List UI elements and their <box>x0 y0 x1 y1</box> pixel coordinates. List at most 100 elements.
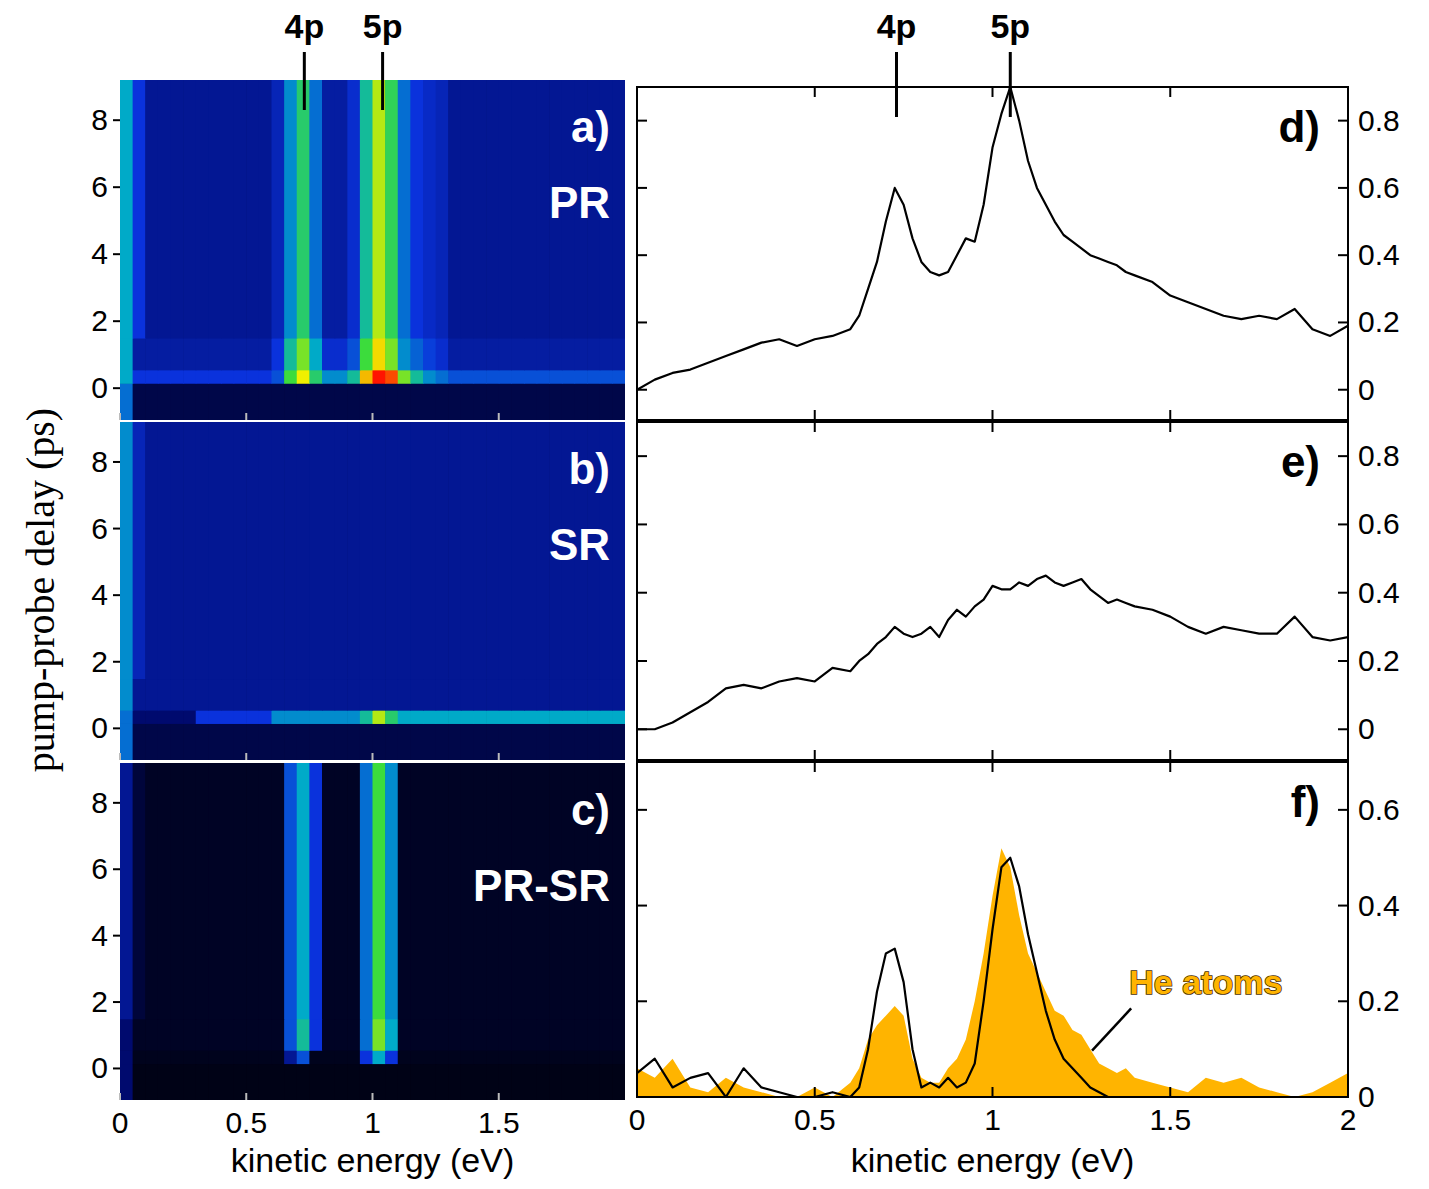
heat-cell <box>562 710 575 724</box>
heat-cell <box>335 80 348 339</box>
heat-cell <box>524 1063 537 1100</box>
heat-cell <box>196 80 209 339</box>
heat-cell <box>183 763 196 1019</box>
heat-cell <box>436 422 449 679</box>
heat-cell <box>259 763 272 1019</box>
x-tick <box>245 413 247 420</box>
heat-cell <box>309 383 322 420</box>
x-tick <box>636 762 638 772</box>
y-tick-label: 2 <box>91 304 108 337</box>
heat-cell <box>499 710 512 724</box>
x-tick-label: 0.5 <box>794 1103 836 1136</box>
x-tick <box>814 750 816 760</box>
x-tick <box>992 422 994 432</box>
heat-cell <box>373 678 386 710</box>
plot-background <box>120 80 625 420</box>
heat-cell <box>120 763 133 1019</box>
y-tick <box>637 120 647 122</box>
plot-frame <box>637 422 1348 760</box>
heat-cell <box>423 1050 436 1064</box>
heat-cell <box>461 1019 474 1051</box>
heat-cell <box>133 1019 146 1051</box>
series-label: He atoms <box>1129 963 1282 1001</box>
heat-cell <box>133 80 146 339</box>
heat-cell <box>562 1063 575 1100</box>
heat-cell <box>398 1063 411 1100</box>
x-tick <box>636 750 638 760</box>
x-tick <box>498 1093 500 1100</box>
heat-cell <box>246 710 259 724</box>
y-tick-label: 0 <box>1358 373 1375 406</box>
heat-cell <box>612 710 625 724</box>
heat-cell <box>562 1050 575 1064</box>
heat-cell <box>461 678 474 710</box>
y-tick-label: 0.2 <box>1358 305 1400 338</box>
heat-cell <box>448 1063 461 1100</box>
heat-cell <box>385 763 398 1019</box>
heat-cell <box>208 678 221 710</box>
heat-cell <box>537 422 550 679</box>
x-tick-label: 2 <box>1340 1103 1357 1136</box>
heat-cell <box>511 1019 524 1051</box>
heat-cell <box>309 422 322 679</box>
x-tick <box>245 753 247 760</box>
heat-cell <box>297 338 310 370</box>
marker-label: 4p <box>284 7 324 45</box>
marker-line <box>303 52 306 110</box>
heat-cell <box>133 383 146 420</box>
heat-cell <box>234 1019 247 1051</box>
heat-cell <box>284 1019 297 1051</box>
heat-cell <box>158 763 171 1019</box>
heat-cell <box>347 1050 360 1064</box>
y-tick-label: 0.2 <box>1358 644 1400 677</box>
heat-cell <box>398 338 411 370</box>
heat-cell <box>575 723 588 760</box>
heat-cell <box>373 1063 386 1100</box>
heat-cell <box>448 1019 461 1051</box>
heat-cell <box>612 1019 625 1051</box>
heat-cell <box>486 1050 499 1064</box>
heat-cell <box>208 80 221 339</box>
heat-cell <box>246 80 259 339</box>
heat-cell <box>335 1050 348 1064</box>
heat-cell <box>461 1063 474 1100</box>
heat-cell <box>120 1050 133 1064</box>
heat-cell <box>120 383 133 420</box>
heat-cell <box>612 370 625 384</box>
heat-cell <box>120 723 133 760</box>
y-tick <box>637 592 647 594</box>
x-tick <box>372 1093 374 1100</box>
heat-cell <box>259 723 272 760</box>
x-tick-label: 0.5 <box>225 1106 267 1139</box>
heat-cell <box>511 338 524 370</box>
heat-cell <box>511 422 524 679</box>
y-tick <box>1338 389 1348 391</box>
y-tick-label: 0 <box>91 371 108 404</box>
heat-cell <box>259 1063 272 1100</box>
heat-cell <box>575 383 588 420</box>
heat-cell <box>145 723 158 760</box>
heat-cell <box>474 710 487 724</box>
heat-cell <box>537 370 550 384</box>
heat-cell <box>524 338 537 370</box>
heat-cell <box>385 80 398 339</box>
heat-cell <box>120 422 133 679</box>
heat-cell <box>385 1063 398 1100</box>
marker-line <box>895 52 898 117</box>
heat-cell <box>335 1063 348 1100</box>
heat-cell <box>145 422 158 679</box>
x-tick <box>372 413 374 420</box>
heat-cell <box>423 678 436 710</box>
heat-cell <box>373 370 386 384</box>
heat-cell <box>436 710 449 724</box>
heat-cell <box>234 1063 247 1100</box>
heat-cell <box>587 1063 600 1100</box>
heat-cell <box>246 1019 259 1051</box>
heat-cell <box>461 1050 474 1064</box>
heat-cell <box>120 678 133 710</box>
heat-cell <box>373 422 386 679</box>
heat-cell <box>385 710 398 724</box>
heat-cell <box>474 723 487 760</box>
heat-cell <box>234 710 247 724</box>
heat-cell <box>398 370 411 384</box>
